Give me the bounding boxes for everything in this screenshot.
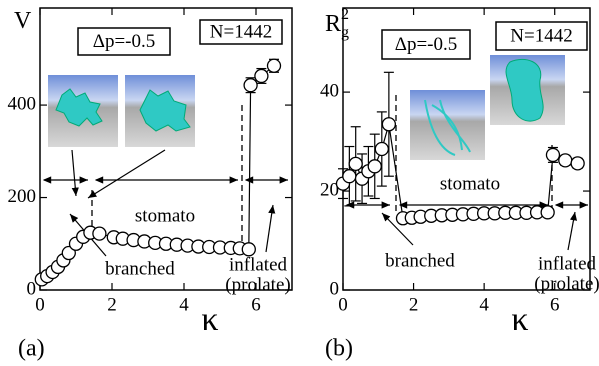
pointer-arrow (381, 212, 414, 246)
annotation: stomato (440, 173, 500, 194)
data-point (243, 78, 258, 93)
y-tick-label: 0 (330, 278, 340, 299)
annotation: branched (385, 250, 455, 271)
data-point (381, 117, 397, 132)
panel-label: (a) (18, 336, 45, 362)
x-tick-label: 4 (479, 294, 489, 315)
snapshot (410, 90, 485, 160)
x-axis-label: κ (201, 301, 218, 338)
x-tick-label: 4 (179, 294, 189, 315)
data-point (92, 226, 107, 241)
data-point (367, 159, 382, 174)
x-tick-label: 2 (409, 294, 419, 315)
snapshot (48, 75, 118, 147)
pointer-arrow (87, 149, 166, 199)
y-tick-label: 200 (8, 186, 37, 207)
y-tick-label: 0 (27, 278, 37, 299)
panel: 0 2 4 6 0 200 400 Δp=-0.5 N=1442 stomato branched i… (8, 7, 293, 362)
data-point (348, 156, 363, 171)
annotation: (prolate) (534, 273, 599, 294)
data-point (545, 147, 561, 163)
data-point (266, 58, 282, 73)
pointer-arrow (567, 211, 578, 251)
x-tick-label: 0 (35, 294, 45, 315)
annotation-box (495, 21, 588, 51)
plot-frame (342, 7, 591, 291)
plot-frame (39, 7, 293, 291)
data-point (61, 245, 76, 261)
snapshot (125, 75, 195, 147)
data-point (254, 68, 269, 84)
annotation: branched (105, 258, 175, 279)
annotation: Δp=-0.5 (93, 31, 156, 52)
data-point (558, 153, 573, 168)
y-tick-label: 40 (320, 80, 339, 101)
annotation: N=1442 (510, 25, 572, 46)
data-point (374, 141, 389, 157)
annotation: inflated (538, 253, 597, 274)
y-axis-label-sup: 2 (341, 6, 349, 23)
annotation-box (77, 27, 171, 56)
data-point (342, 169, 357, 184)
x-tick-label: 6 (251, 294, 261, 315)
panel: 0 2 4 6 0 20 40 Δp=-0.5 N=1442 stomato branched inf… (320, 6, 599, 362)
x-tick-label: 6 (550, 294, 560, 315)
snapshot (490, 55, 565, 125)
annotation-box (199, 19, 283, 45)
y-axis-label-sub: g (341, 24, 349, 41)
annotation-box (381, 29, 471, 60)
panel-label: (b) (325, 336, 353, 362)
y-tick-label: 20 (320, 179, 339, 200)
data-point (540, 205, 555, 220)
y-axis-label: V (14, 8, 32, 34)
pointer-arrow (71, 149, 79, 197)
annotation: Δp=-0.5 (395, 34, 458, 55)
annotation: stomato (135, 205, 195, 226)
annotation: inflated (229, 254, 288, 275)
data-point (241, 242, 256, 257)
x-axis-label: κ (511, 301, 528, 338)
x-tick-label: 2 (107, 294, 117, 315)
y-axis-label: V (14, 8, 32, 34)
y-tick-label: 400 (8, 93, 37, 114)
data-point (570, 156, 585, 171)
y-axis-label: Rg2 (325, 6, 349, 41)
annotation: (prolate) (225, 274, 290, 295)
pointer-arrow (265, 204, 276, 253)
y-axis-label: R (325, 11, 341, 37)
annotation: N=1442 (210, 21, 272, 42)
x-tick-label: 0 (338, 294, 348, 315)
